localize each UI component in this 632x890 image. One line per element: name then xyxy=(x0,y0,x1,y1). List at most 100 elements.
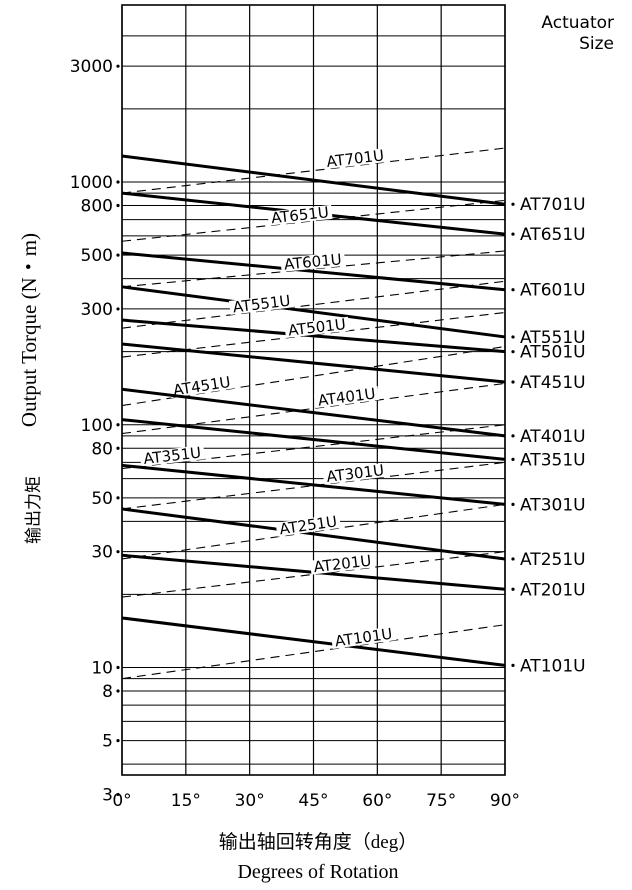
y-tick-label: 50 xyxy=(91,489,113,509)
solid-line-at101u xyxy=(121,616,506,667)
label-bg-at501u xyxy=(284,316,350,338)
label-bg-at651u xyxy=(267,204,333,226)
line-label-at651u: AT651U xyxy=(270,203,329,227)
y-tick-label: 800 xyxy=(81,197,113,217)
line-label-at701u: AT701U xyxy=(325,146,385,171)
y-tick-label: 30 xyxy=(91,543,113,563)
y-tick-label: 5 xyxy=(102,732,113,752)
right-label-dot xyxy=(511,457,515,461)
right-label-at201u: AT201U xyxy=(520,580,586,600)
y-tick-label: 100 xyxy=(81,416,113,436)
right-label-dot xyxy=(511,502,515,506)
x-axis-label: Degrees of Rotation xyxy=(237,861,398,883)
right-label-at351u: AT351U xyxy=(520,450,586,470)
solid-line-at601u xyxy=(121,251,506,292)
solid-line-at501u xyxy=(121,318,506,354)
y-tick-label: 3 xyxy=(102,785,113,805)
y-tick-dot xyxy=(116,689,120,693)
right-label-at401u: AT401U xyxy=(520,427,586,447)
actuator-header-line1: Actuator xyxy=(541,13,614,33)
y-tick-label: 10 xyxy=(91,659,113,679)
right-label-at501u: AT501U xyxy=(520,343,586,363)
solid-line-at551u xyxy=(121,285,506,339)
right-label-dot xyxy=(511,434,515,438)
right-label-dot xyxy=(511,557,515,561)
label-bg-at301u xyxy=(322,462,388,485)
y-axis-label: Output Torque (N・m) xyxy=(17,233,41,427)
solid-line-at251u xyxy=(121,507,506,561)
y-tick-dot xyxy=(116,738,120,743)
right-label-at451u: AT451U xyxy=(520,373,586,393)
right-label-dot xyxy=(511,663,515,668)
y-tick-dot xyxy=(116,203,120,208)
solid-line-at701u xyxy=(121,154,506,206)
line-label-at351u: AT351U xyxy=(142,444,202,468)
y-tick-dot xyxy=(116,792,120,797)
line-label-at551u: AT551U xyxy=(232,292,292,317)
line-label-at401u: AT401U xyxy=(317,384,377,409)
right-label-at251u: AT251U xyxy=(520,550,586,570)
right-label-dot xyxy=(511,335,515,339)
right-label-dot xyxy=(511,232,515,236)
dashed-line-at551u xyxy=(121,280,506,329)
dashed-line-at201u xyxy=(121,551,506,598)
y-tick-dot xyxy=(116,64,120,68)
dashed-line-at101u xyxy=(121,624,506,680)
solid-line-at451u xyxy=(121,342,506,384)
right-label-at601u: AT601U xyxy=(520,281,586,301)
solid-line-at301u xyxy=(121,463,506,506)
y-tick-label: 300 xyxy=(81,300,113,320)
dashed-line-at701u xyxy=(121,147,506,194)
x-tick-label: 0° xyxy=(112,791,131,811)
y-tick-dot xyxy=(116,496,120,500)
y-tick-label: 1000 xyxy=(70,173,113,193)
x-tick-label: 45° xyxy=(298,791,328,811)
solid-line-at401u xyxy=(121,387,506,438)
x-tick-label: 15° xyxy=(171,791,201,811)
label-bg-at401u xyxy=(313,385,380,409)
right-label-at651u: AT651U xyxy=(520,225,586,245)
x-tick-label: 90° xyxy=(490,791,520,811)
label-bg-at251u xyxy=(275,513,341,537)
line-label-at101u: AT101U xyxy=(334,625,394,651)
y-tick-label: 3000 xyxy=(70,57,113,77)
line-label-at201u: AT201U xyxy=(313,552,373,577)
right-label-at301u: AT301U xyxy=(520,495,586,515)
right-label-dot xyxy=(511,202,515,206)
dashed-line-at301u xyxy=(121,461,506,510)
y-tick-dot xyxy=(116,550,120,554)
line-label-at251u: AT251U xyxy=(278,512,338,538)
label-bg-at601u xyxy=(280,251,346,272)
y-tick-dot xyxy=(116,423,120,427)
right-label-at101u: AT101U xyxy=(520,656,586,676)
right-label-at701u: AT701U xyxy=(520,195,586,215)
label-bg-at101u xyxy=(330,626,397,649)
right-label-dot xyxy=(511,587,515,591)
line-label-at601u: AT601U xyxy=(283,250,342,273)
label-bg-at451u xyxy=(169,374,235,398)
y-tick-dot xyxy=(116,665,120,670)
label-bg-at701u xyxy=(322,147,388,170)
x-tick-label: 30° xyxy=(235,791,265,811)
y-tick-dot xyxy=(116,446,120,450)
label-bg-at351u xyxy=(139,445,205,467)
dashed-line-at601u xyxy=(121,250,506,288)
dashed-line-at251u xyxy=(121,503,506,560)
x-tick-labels: 0° 15° 30° 45° 60° 75° 90° xyxy=(112,791,520,811)
actuator-header-line2: Size xyxy=(579,34,614,54)
right-label-at551u: AT551U xyxy=(520,328,586,348)
x-tick-label: 75° xyxy=(426,791,456,811)
y-tick-dot xyxy=(116,307,120,311)
x-tick-label: 60° xyxy=(362,791,392,811)
y-tick-labels: 3000 1000 800 500 300 100 80 50 30 10 8 5 3 xyxy=(70,57,120,805)
y-tick-label: 500 xyxy=(81,246,113,266)
dashed-line-at651u xyxy=(121,199,506,242)
y-tick-label: 8 xyxy=(102,682,113,702)
y-tick-dot xyxy=(116,253,120,257)
label-bg-at201u xyxy=(309,553,376,575)
label-bg-at551u xyxy=(228,293,295,315)
right-label-dot xyxy=(511,350,515,354)
y-tick-label: 80 xyxy=(91,439,113,459)
